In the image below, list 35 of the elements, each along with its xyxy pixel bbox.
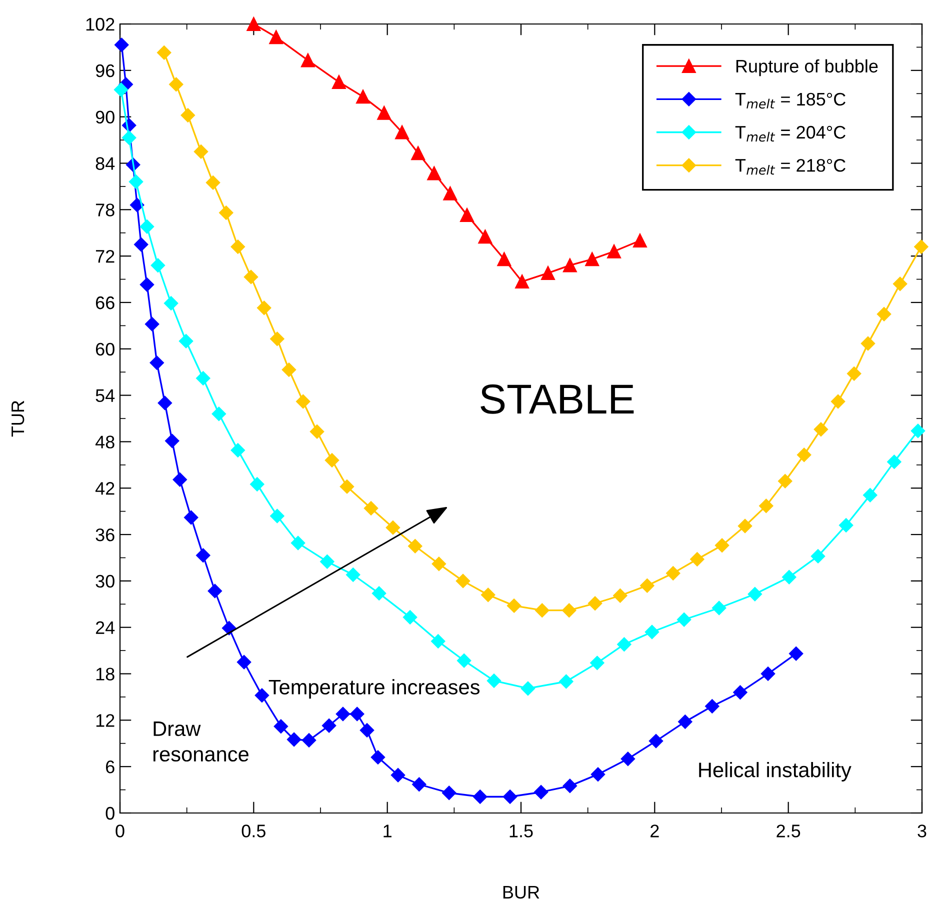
x-tick-label: 0.5	[242, 824, 266, 838]
annotation: Helical instability	[699, 762, 852, 782]
y-tick-label: 18	[96, 668, 114, 680]
y-tick-label: 66	[96, 296, 114, 310]
x-tick-label: 1	[384, 824, 392, 838]
y-axis-title: TUR	[12, 400, 24, 437]
y-tick-label: 96	[96, 64, 114, 78]
y-tick-label: 84	[96, 157, 115, 170]
y-tick-label: 102	[86, 18, 114, 31]
y-tick-label: 0	[106, 806, 114, 820]
legend-label: T$_{melt}$ = 185°C	[735, 92, 846, 109]
y-tick-label: 24	[96, 621, 115, 634]
annotation: Draw resonance	[153, 722, 248, 762]
y-tick-label: 30	[96, 574, 114, 588]
y-tick-label: 48	[95, 436, 114, 448]
annotation: Temperature increases	[268, 679, 480, 699]
y-tick-label: 12	[96, 714, 114, 727]
y-tick-label: 90	[96, 110, 114, 124]
x-axis-title: BUR	[503, 886, 540, 899]
legend-label: Rupture of bubble	[736, 59, 878, 76]
y-tick-label: 36	[96, 528, 114, 542]
x-tick-label: 2.5	[776, 824, 800, 838]
y-tick-label: 42	[95, 482, 114, 495]
x-tick-label: 3	[918, 824, 926, 838]
annotation: STABLE	[480, 384, 634, 414]
y-tick-label: 54	[96, 389, 115, 402]
legend-label: T$_{melt}$ = 218°C	[735, 158, 846, 175]
x-tick-label: 0	[116, 824, 124, 838]
y-tick-label: 6	[106, 760, 114, 774]
y-tick-label: 78	[96, 204, 114, 216]
x-tick-label: 2	[650, 824, 659, 838]
y-tick-label: 72	[96, 250, 114, 263]
x-tick-label: 1.5	[510, 824, 533, 838]
y-tick-label: 60	[96, 342, 114, 356]
legend-label: T$_{melt}$ = 204°C	[735, 126, 846, 142]
